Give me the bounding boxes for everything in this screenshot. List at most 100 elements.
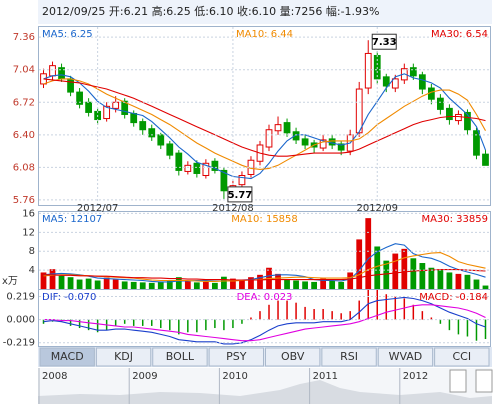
candle-body xyxy=(337,143,345,151)
timeline-overview xyxy=(38,380,492,404)
candle-body xyxy=(103,105,111,120)
tab[interactable] xyxy=(39,347,95,367)
candle-body xyxy=(364,52,372,89)
volume-bar xyxy=(329,280,336,289)
candle-body xyxy=(148,128,156,138)
legend-entry: MA30: 33859 xyxy=(421,214,488,225)
candle-body xyxy=(238,175,246,186)
volume-bar xyxy=(320,278,327,289)
volume-bar xyxy=(419,263,426,289)
volume-bar xyxy=(85,278,92,289)
annotation: 5.77 xyxy=(228,190,253,201)
tab-label: CCI xyxy=(453,350,472,363)
volume-bar xyxy=(455,273,462,289)
volume-bar xyxy=(94,280,101,289)
ma-line xyxy=(43,243,486,283)
volume-bar xyxy=(464,274,471,289)
x-tick-label: 2012/08 xyxy=(212,203,254,214)
volume-bar xyxy=(293,280,299,289)
candle-body xyxy=(67,78,74,93)
candle-body xyxy=(274,124,282,132)
y-tick-label: 7.04 xyxy=(13,65,35,76)
x-tick-label: 2012/09 xyxy=(356,203,398,214)
timeline-label: 2008 xyxy=(42,371,67,382)
y-tick-label: 0.000 xyxy=(6,315,35,326)
candle-body xyxy=(130,112,138,124)
plot xyxy=(40,40,489,199)
tab[interactable] xyxy=(95,347,152,367)
candle-body xyxy=(292,131,300,141)
volume-bar xyxy=(383,260,390,289)
candle-body xyxy=(85,101,92,113)
tab[interactable] xyxy=(321,347,377,367)
candle-body xyxy=(184,164,192,172)
volume-bar xyxy=(221,276,227,289)
candle-body xyxy=(355,88,363,134)
volume-bar xyxy=(284,279,290,289)
tab-label: WVAD xyxy=(389,350,423,363)
legend-entry: MA10: 15858 xyxy=(231,214,298,225)
candle-body xyxy=(455,113,462,122)
candle-body xyxy=(409,67,417,77)
volume-bar xyxy=(130,281,137,289)
volume-bar xyxy=(338,281,345,289)
tab[interactable] xyxy=(434,347,490,367)
volume-bar xyxy=(473,279,480,289)
tab-label: PSY xyxy=(226,350,247,363)
candle-body xyxy=(220,169,228,192)
volume-bar xyxy=(202,281,209,289)
tab-label: OBV xyxy=(281,350,305,363)
legend-entry: MA30: 6.54 xyxy=(431,29,488,40)
legend-entry: DEA: 0.023 xyxy=(237,292,293,303)
tab[interactable] xyxy=(208,347,264,367)
tab-label: RSI xyxy=(340,350,358,363)
candle-body xyxy=(446,107,453,121)
tab[interactable] xyxy=(265,347,321,367)
candle-body xyxy=(121,100,129,115)
volume-bar xyxy=(374,246,381,289)
legend-entry: MACD: -0.184 xyxy=(419,292,488,303)
scroll-handle[interactable] xyxy=(449,369,467,393)
candle-body xyxy=(473,130,480,156)
scroll-handle[interactable] xyxy=(475,369,493,393)
header-title: 2012/09/25 开:6.21 高:6.25 低:6.10 收:6.10 量… xyxy=(42,4,380,18)
tab[interactable] xyxy=(377,347,434,367)
y-tick-label: 6.08 xyxy=(13,162,35,173)
candle-body xyxy=(202,162,210,177)
tab-label: MACD xyxy=(51,350,84,363)
y-tick-label: -0.219 xyxy=(3,338,35,349)
volume-bar xyxy=(365,218,372,289)
plot xyxy=(42,290,487,345)
volume-bar xyxy=(184,281,191,289)
volume-bar xyxy=(356,239,363,289)
tab[interactable] xyxy=(152,347,208,367)
candle-body xyxy=(265,129,273,148)
candle-body xyxy=(382,76,390,87)
ma-line xyxy=(43,304,486,342)
volume-bar xyxy=(175,277,182,289)
candle-body xyxy=(482,153,489,166)
volume-bar xyxy=(112,279,119,289)
legend-entry: MA5: 6.25 xyxy=(42,29,93,40)
volume-bar xyxy=(193,282,200,289)
y-tick-label: 16 xyxy=(22,208,35,219)
timeline-label: 2011 xyxy=(313,371,338,382)
volume-bar xyxy=(275,273,281,289)
volume-bar xyxy=(347,272,354,289)
timeline-label: 2010 xyxy=(222,371,247,382)
price-frame xyxy=(38,26,491,206)
candle-body xyxy=(193,162,201,174)
candle-body xyxy=(175,152,183,171)
volume-bar xyxy=(49,269,56,289)
y-tick-label: 4 xyxy=(29,265,35,276)
candle-body xyxy=(157,134,165,146)
volume-bar xyxy=(257,274,263,289)
volume-bar xyxy=(157,281,164,289)
ma-line xyxy=(43,269,486,281)
volume-bar xyxy=(67,277,74,289)
timeline-label: 2009 xyxy=(132,371,157,382)
volume-bar xyxy=(40,272,47,289)
volume-bar xyxy=(248,277,254,289)
